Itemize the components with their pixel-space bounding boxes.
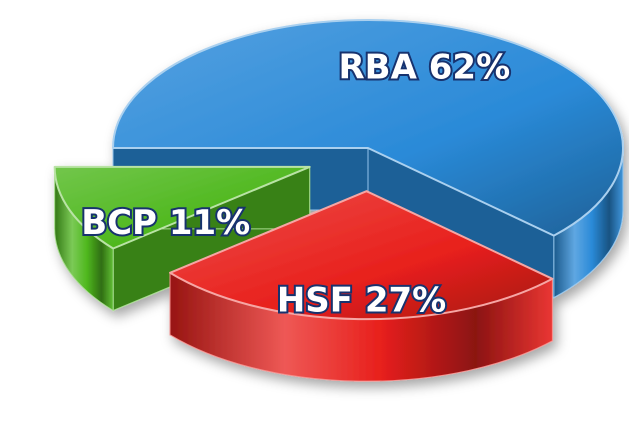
slice-top <box>112 19 624 237</box>
category-label: HSF <box>277 280 353 320</box>
value-label: 27% <box>365 280 446 320</box>
category-label: RBA <box>338 47 417 87</box>
category-label: BCP <box>81 202 157 242</box>
data-label: RBA 62% <box>338 47 510 87</box>
data-label: HSF 27% <box>277 280 446 320</box>
slice-top <box>53 165 311 250</box>
value-label: 11% <box>169 202 250 242</box>
slice <box>169 190 554 382</box>
pie <box>53 19 624 382</box>
slice <box>53 165 311 312</box>
slice-top <box>169 190 554 321</box>
value-label: 62% <box>429 47 510 87</box>
data-label: BCP 11% <box>81 202 250 242</box>
